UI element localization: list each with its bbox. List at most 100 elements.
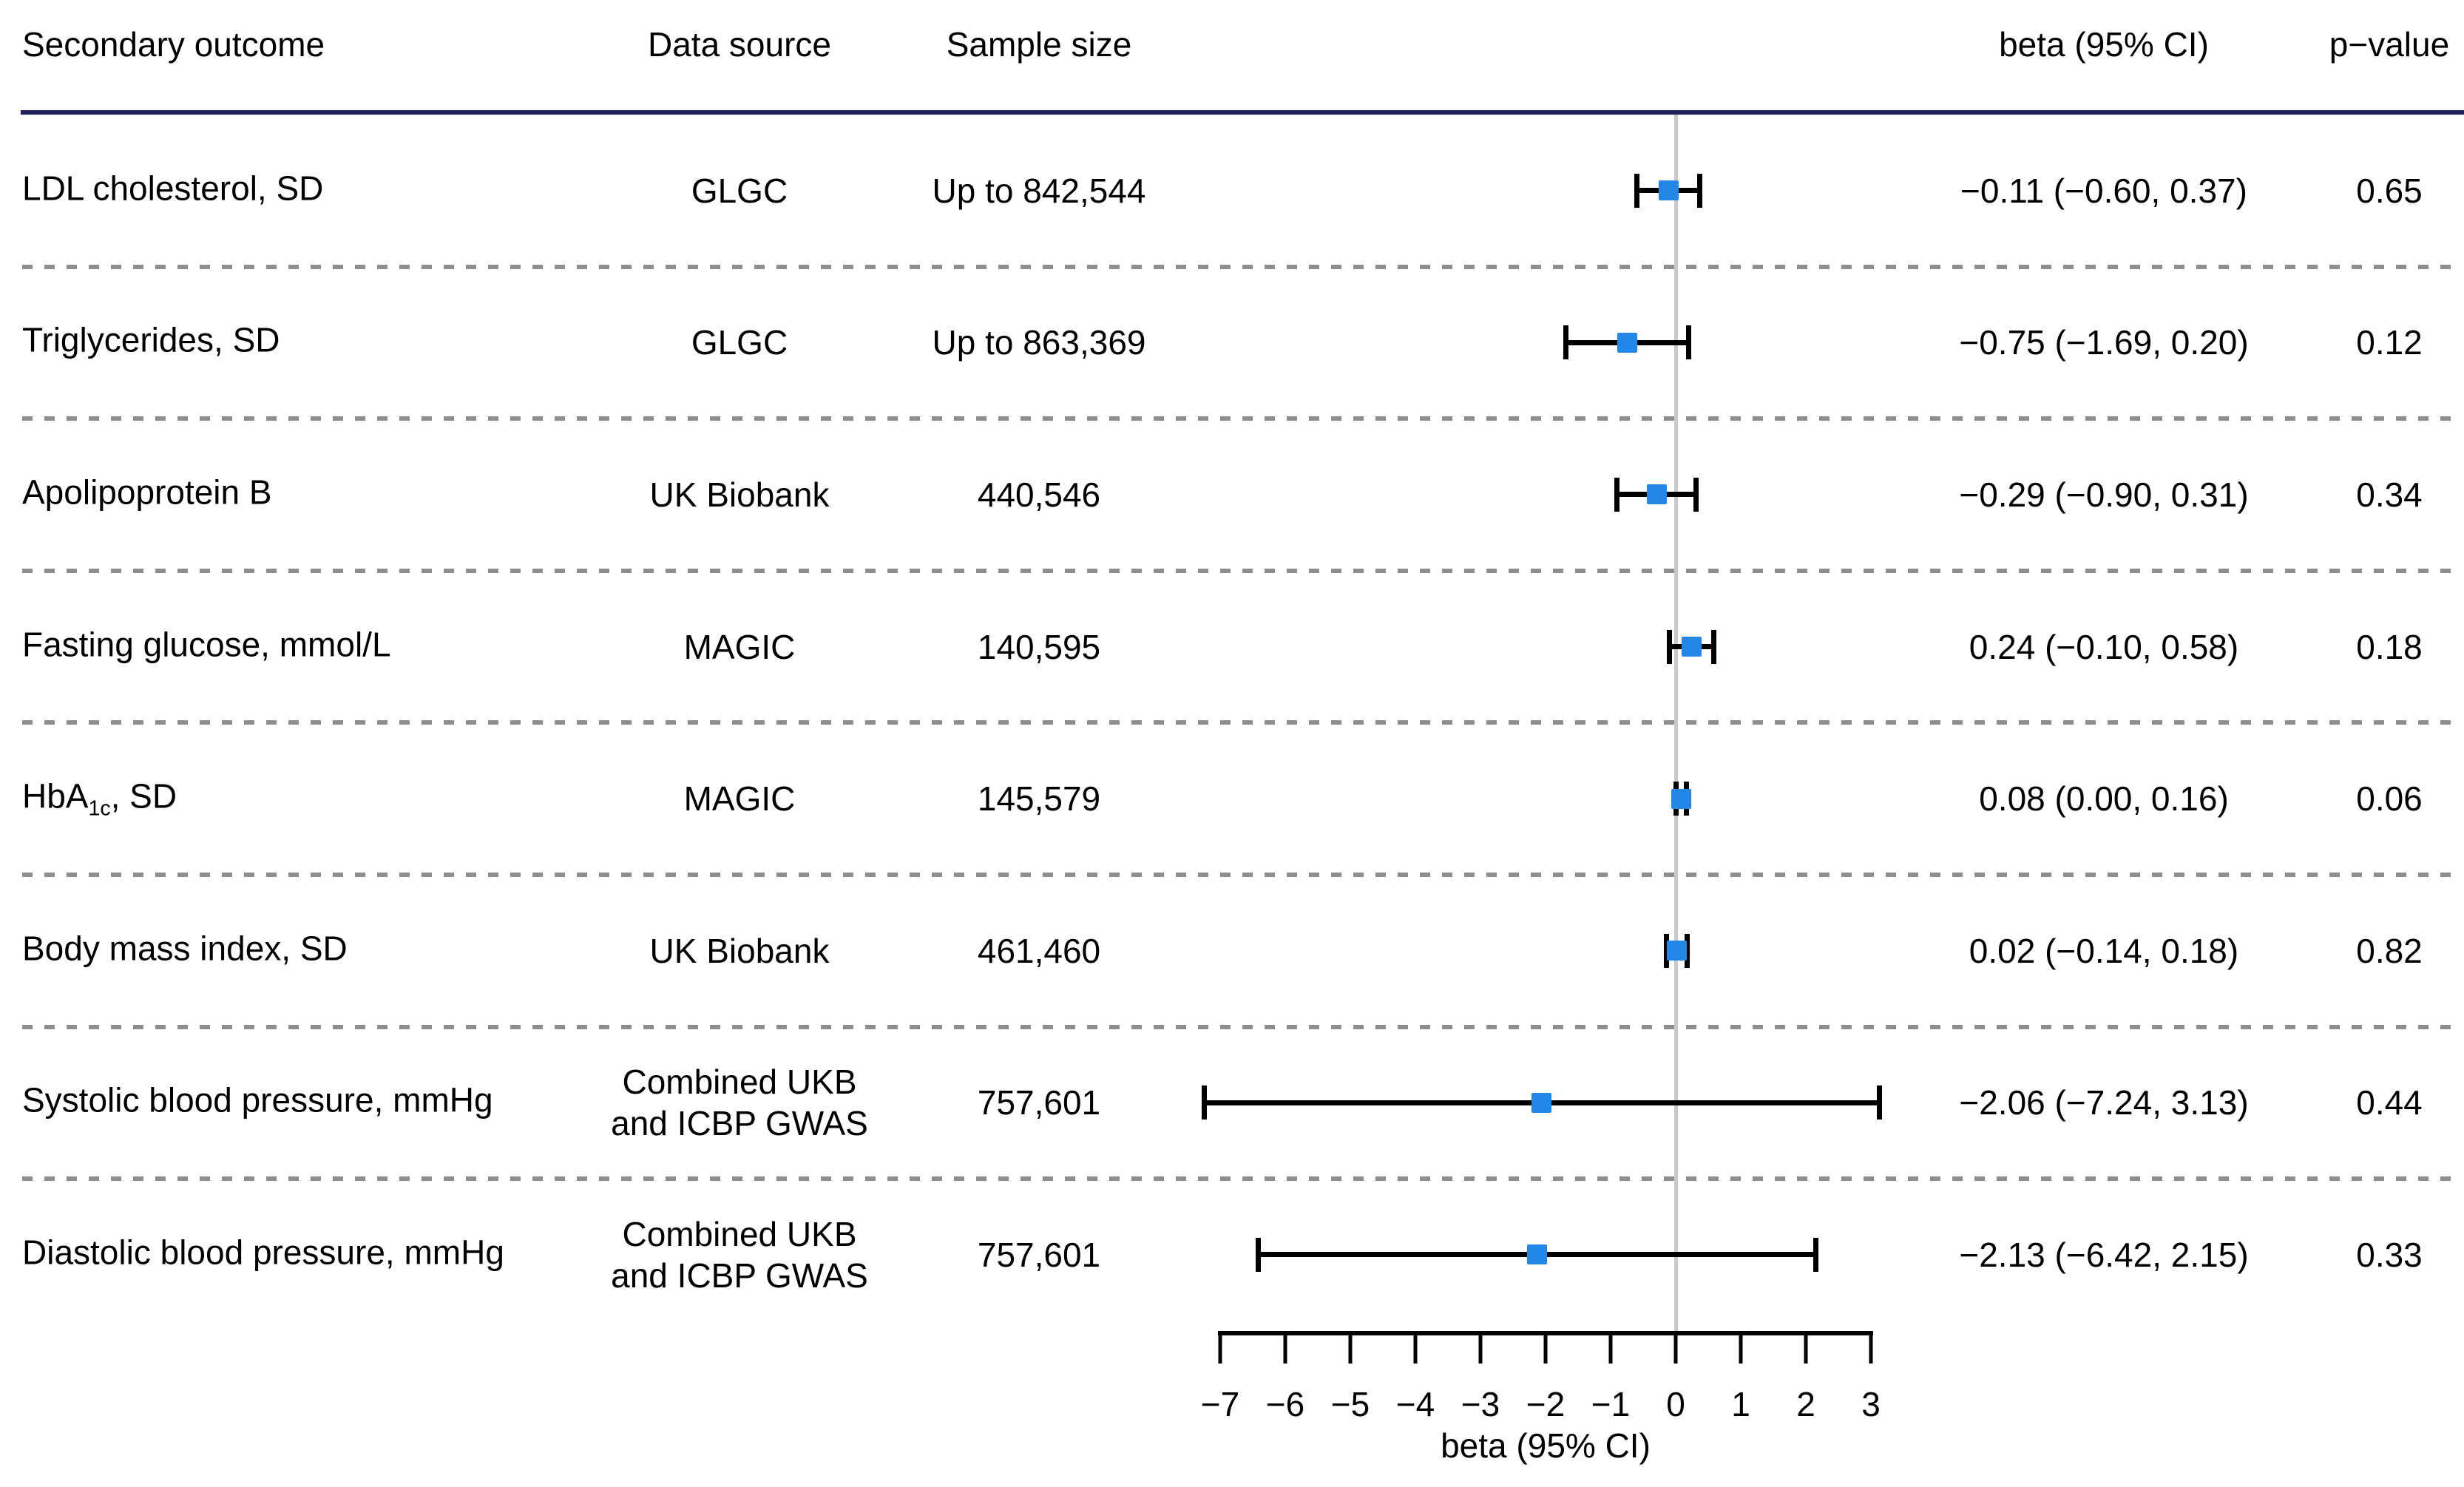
p-value: 0.18 [2356,627,2423,666]
column-header-secondary-outcome: Secondary outcome [22,25,325,64]
table-row: Diastolic blood pressure, mmHg Combined … [0,1179,2464,1331]
x-axis-tick-label: −6 [1265,1385,1305,1423]
sample-size-value: 145,579 [977,779,1101,819]
x-axis-tick [1673,1334,1678,1364]
outcome-label: LDL cholesterol, SD [22,168,323,213]
p-value: 0.34 [2356,475,2423,514]
beta-ci-value: −0.75 (−1.69, 0.20) [1959,323,2249,362]
outcome-label: Diastolic blood pressure, mmHg [22,1232,504,1277]
row-separator [22,873,2458,877]
x-axis-tick [1869,1334,1873,1364]
x-axis-tick [1739,1334,1743,1364]
sample-size-value: 440,546 [977,475,1101,514]
beta-marker [1667,941,1688,961]
ci-cap-upper [1693,477,1699,512]
row-separator [22,1176,2458,1182]
x-axis-tick [1478,1334,1483,1364]
forest-plot-row [0,1027,2464,1179]
ci-cap-upper [1697,173,1703,208]
sample-size-value: 461,460 [977,931,1101,970]
outcome-text: Diastolic blood pressure, mmHg [22,1233,504,1272]
p-value: 0.65 [2356,171,2423,210]
row-separator [22,1024,2458,1029]
outcome-text-suffix: , SD [110,776,177,816]
data-source-label: UK Biobank [518,474,961,515]
beta-marker [1658,180,1679,201]
beta-marker [1681,637,1702,657]
x-axis-tick [1348,1334,1353,1364]
x-axis-tick [1608,1334,1613,1364]
beta-marker [1671,788,1691,809]
ci-cap-lower [1255,1237,1261,1272]
forest-plot-row [0,722,2464,875]
sample-size-value: 757,601 [977,1083,1101,1122]
table-row: Fasting glucose, mmol/L MAGIC 140,595 0.… [0,571,2464,723]
data-source-line1: UK Biobank [649,931,830,970]
outcome-text: Apolipoprotein B [22,472,272,512]
p-value: 0.33 [2356,1235,2423,1274]
data-source-label: MAGIC [518,626,961,668]
x-axis-tick-label: 1 [1731,1385,1750,1423]
x-axis-tick-label: −1 [1591,1385,1631,1423]
beta-marker [1531,1092,1552,1113]
beta-ci-value: −0.11 (−0.60, 0.37) [1960,171,2247,210]
column-header-sample-size: Sample size [946,25,1132,64]
forest-plot-row [0,267,2464,419]
data-source-line1: MAGIC [683,627,796,666]
data-source-line2: and ICBP GWAS [611,1256,868,1295]
x-axis-tick [1413,1334,1418,1364]
beta-ci-value: 0.08 (0.00, 0.16) [1979,779,2229,819]
outcome-text: Body mass index, SD [22,929,348,968]
forest-plot-row [0,571,2464,723]
forest-plot-row [0,1179,2464,1331]
data-source-line1: Combined UKB [622,1214,857,1253]
beta-ci-value: 0.24 (−0.10, 0.58) [1969,627,2239,666]
outcome-text: LDL cholesterol, SD [22,169,324,208]
column-header-data-source: Data source [647,25,831,64]
ci-cap-upper [1876,1085,1882,1120]
row-separator [22,720,2458,725]
x-axis-tick-label: −3 [1461,1385,1500,1423]
column-header-beta-ci: beta (95% CI) [1999,25,2209,64]
x-axis-tick-label: −4 [1395,1385,1435,1423]
outcome-label: Systolic blood pressure, mmHg [22,1080,493,1125]
beta-ci-value: −0.29 (−0.90, 0.31) [1959,475,2249,514]
data-source-line2: and ICBP GWAS [611,1104,868,1143]
x-axis-tick [1543,1334,1548,1364]
beta-ci-value: −2.06 (−7.24, 3.13) [1959,1083,2249,1122]
table-row: HbA1c, SD MAGIC 145,579 0.08 (0.00, 0.16… [0,722,2464,875]
table-row: LDL cholesterol, SD GLGC Up to 842,544 −… [0,115,2464,267]
data-source-line1: UK Biobank [649,475,830,514]
ci-cap-upper [1686,325,1692,360]
beta-marker [1527,1244,1548,1265]
data-source-label: UK Biobank [518,930,961,972]
data-source-label: Combined UKB and ICBP GWAS [518,1213,961,1296]
data-source-line1: GLGC [691,323,788,362]
beta-marker [1646,484,1667,505]
data-source-line1: Combined UKB [622,1063,857,1102]
outcome-label: Fasting glucose, mmol/L [22,624,391,669]
ci-cap-lower [1664,933,1670,968]
outcome-text: Fasting glucose, mmol/L [22,624,391,663]
forest-plot-row [0,419,2464,571]
x-axis-tick-label: −2 [1526,1385,1566,1423]
x-axis-tick-label: −5 [1330,1385,1370,1423]
outcome-label: HbA1c, SD [22,776,177,822]
sample-size-value: 757,601 [977,1235,1101,1274]
outcome-label: Body mass index, SD [22,928,348,973]
table-row: Systolic blood pressure, mmHg Combined U… [0,1027,2464,1179]
p-value: 0.44 [2356,1083,2423,1122]
table-row: Apolipoprotein B UK Biobank 440,546 −0.2… [0,419,2464,571]
row-separator [22,416,2458,421]
row-separator [22,264,2458,269]
ci-cap-lower [1563,325,1568,360]
x-axis-tick-label: 0 [1666,1385,1685,1423]
data-source-label: GLGC [518,322,961,363]
table-row: Body mass index, SD UK Biobank 461,460 0… [0,875,2464,1027]
x-axis-tick-label: −7 [1200,1385,1240,1423]
data-source-label: MAGIC [518,778,961,819]
x-axis-tick [1218,1334,1222,1364]
p-value: 0.06 [2356,779,2423,819]
header-rule [21,110,2464,115]
